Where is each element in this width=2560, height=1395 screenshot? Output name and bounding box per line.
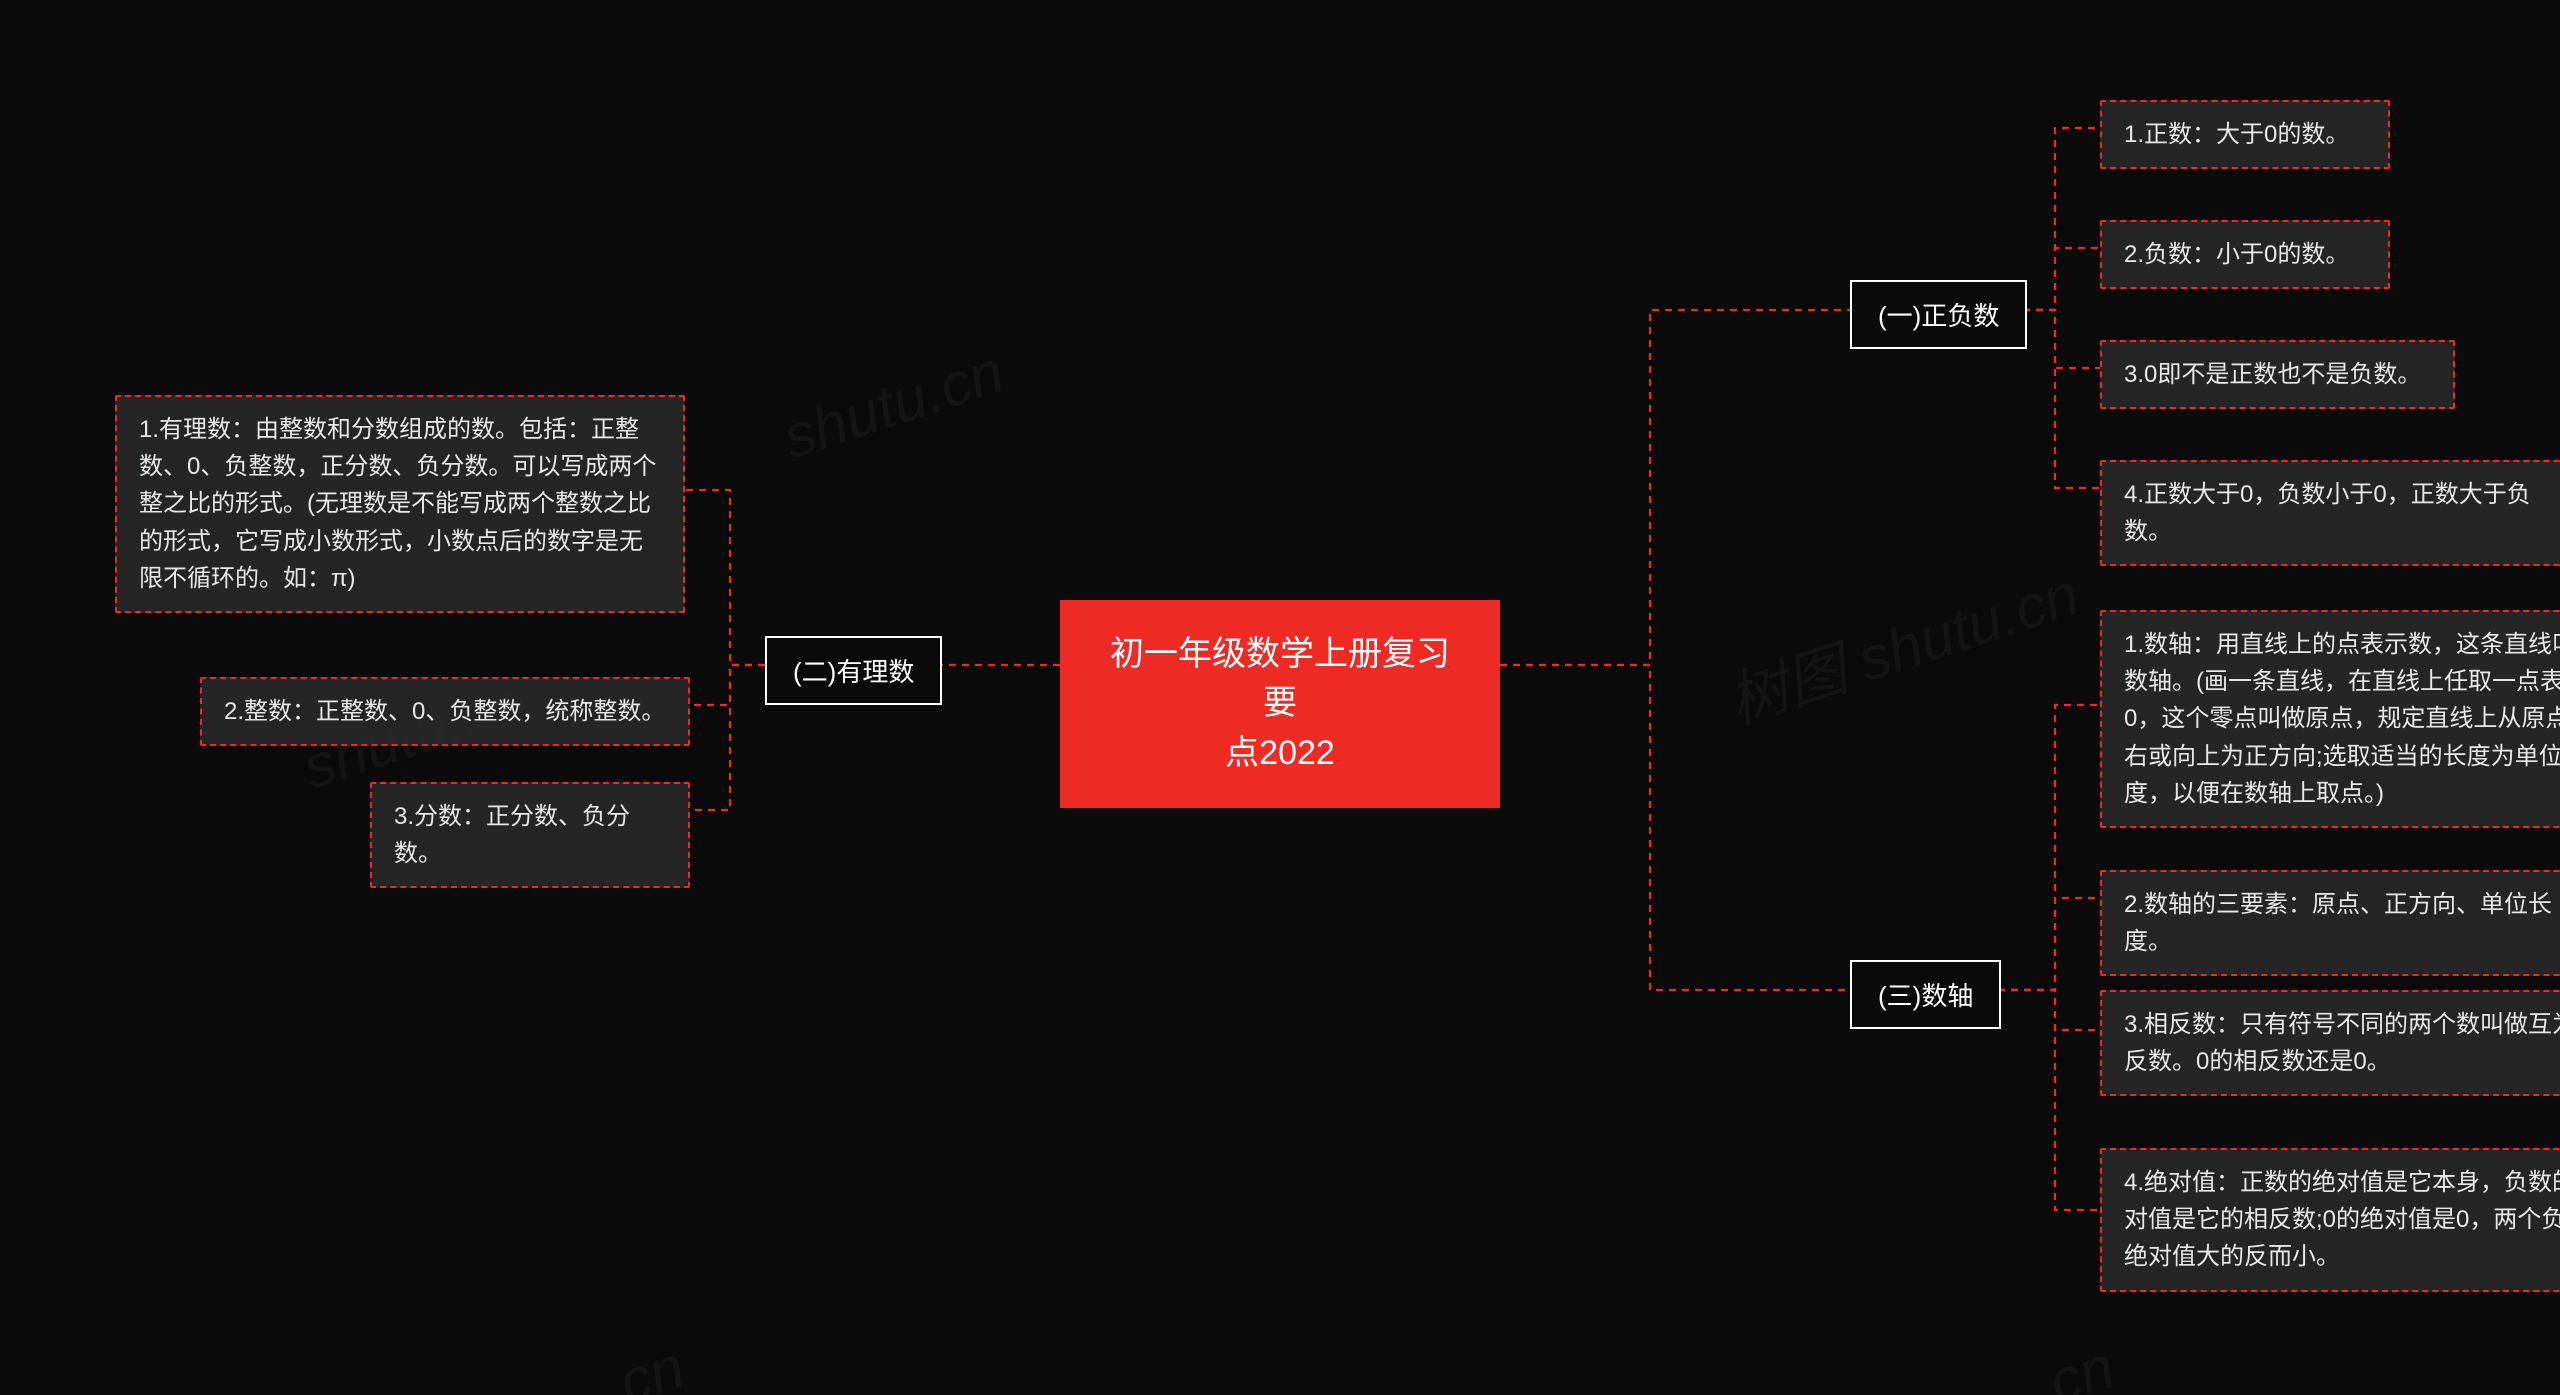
leaf-node: 1.正数：大于0的数。: [2100, 100, 2390, 169]
leaf-text: 4.正数大于0，负数小于0，正数大于负数。: [2124, 481, 2531, 545]
leaf-node: 2.负数：小于0的数。: [2100, 220, 2390, 289]
branch-label: (三)数轴: [1878, 981, 1973, 1011]
branch-label: (二)有理数: [793, 657, 914, 687]
leaf-text: 3.相反数：只有符号不同的两个数叫做互为相反数。0的相反数还是0。: [2124, 1011, 2560, 1075]
leaf-text: 1.正数：大于0的数。: [2124, 121, 2349, 148]
branch-label: (一)正负数: [1878, 301, 1999, 331]
leaf-node: 2.数轴的三要素：原点、正方向、单位长度。: [2100, 870, 2560, 976]
leaf-text: 4.绝对值：正数的绝对值是它本身，负数的绝对值是它的相反数;0的绝对值是0，两个…: [2124, 1169, 2560, 1270]
leaf-text: 1.有理数：由整数和分数组成的数。包括：正整数、0、负整数，正分数、负分数。可以…: [139, 416, 656, 592]
leaf-node: 1.有理数：由整数和分数组成的数。包括：正整数、0、负整数，正分数、负分数。可以…: [115, 395, 685, 613]
leaf-node: 3.0即不是正数也不是负数。: [2100, 340, 2455, 409]
leaf-text: 2.整数：正整数、0、负整数，统称整数。: [224, 698, 665, 725]
leaf-node: 3.分数：正分数、负分数。: [370, 782, 690, 888]
leaf-node: 3.相反数：只有符号不同的两个数叫做互为相反数。0的相反数还是0。: [2100, 990, 2560, 1096]
leaf-text: 1.数轴：用直线上的点表示数，这条直线叫做数轴。(画一条直线，在直线上任取一点表…: [2124, 631, 2560, 807]
watermark: 树图 shutu.cn: [1715, 546, 2088, 741]
branch-node-posneg: (一)正负数: [1850, 280, 2027, 349]
leaf-text: 2.数轴的三要素：原点、正方向、单位长度。: [2124, 891, 2552, 955]
watermark: shutu.cn: [775, 337, 1012, 473]
leaf-node: 4.绝对值：正数的绝对值是它本身，负数的绝对值是它的相反数;0的绝对值是0，两个…: [2100, 1148, 2560, 1292]
watermark: cn: [611, 1332, 693, 1395]
branch-node-numberline: (三)数轴: [1850, 960, 2001, 1029]
branch-node-rational: (二)有理数: [765, 636, 942, 705]
leaf-node: 2.整数：正整数、0、负整数，统称整数。: [200, 677, 690, 746]
leaf-node: 1.数轴：用直线上的点表示数，这条直线叫做数轴。(画一条直线，在直线上任取一点表…: [2100, 610, 2560, 828]
mindmap-root: 初一年级数学上册复习要 点2022: [1060, 600, 1500, 808]
leaf-text: 3.0即不是正数也不是负数。: [2124, 361, 2421, 388]
leaf-text: 2.负数：小于0的数。: [2124, 241, 2349, 268]
watermark: cn: [2041, 1332, 2123, 1395]
leaf-node: 4.正数大于0，负数小于0，正数大于负数。: [2100, 460, 2560, 566]
leaf-text: 3.分数：正分数、负分数。: [394, 803, 630, 867]
root-label: 初一年级数学上册复习要 点2022: [1110, 635, 1450, 772]
